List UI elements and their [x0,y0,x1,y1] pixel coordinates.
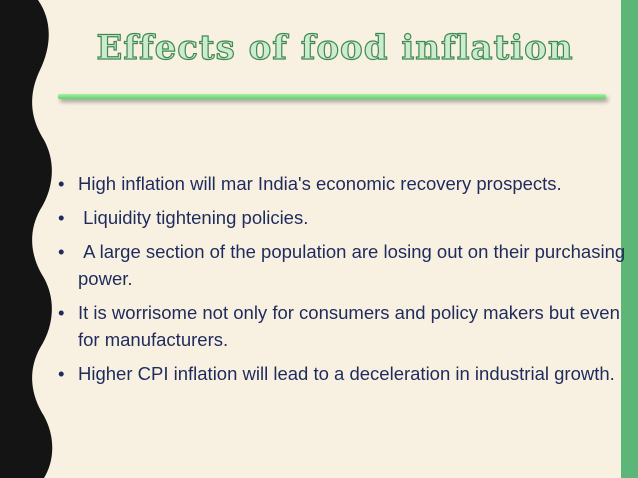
wavy-edge [0,0,53,478]
bullet-list: High inflation will mar India's economic… [58,170,628,394]
title-rule [58,94,606,99]
slide-title: Effects of food inflation [96,27,574,68]
bullet: High inflation will mar India's economic… [58,170,628,197]
bullet: Liquidity tightening policies. [58,204,628,231]
bullet: It is worrisome not only for consumers a… [58,299,628,353]
side-bar [621,0,638,478]
bullet: A large section of the population are lo… [58,238,628,292]
bullet: Higher CPI inflation will lead to a dece… [58,360,628,387]
